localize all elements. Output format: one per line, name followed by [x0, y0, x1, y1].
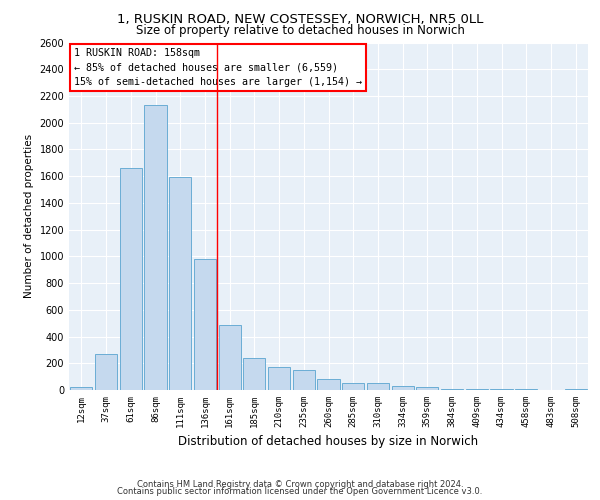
Bar: [416, 388, 439, 390]
Text: Size of property relative to detached houses in Norwich: Size of property relative to detached ho…: [136, 24, 464, 37]
Bar: [218, 324, 241, 390]
Bar: [342, 382, 364, 390]
Bar: [169, 178, 191, 390]
Bar: [95, 354, 117, 390]
Text: 1, RUSKIN ROAD, NEW COSTESSEY, NORWICH, NR5 0LL: 1, RUSKIN ROAD, NEW COSTESSEY, NORWICH, …: [117, 12, 483, 26]
Text: Contains public sector information licensed under the Open Government Licence v3: Contains public sector information licen…: [118, 488, 482, 496]
Bar: [392, 386, 414, 390]
X-axis label: Distribution of detached houses by size in Norwich: Distribution of detached houses by size …: [178, 436, 479, 448]
Bar: [317, 380, 340, 390]
Bar: [70, 388, 92, 390]
Bar: [367, 382, 389, 390]
Text: 1 RUSKIN ROAD: 158sqm
← 85% of detached houses are smaller (6,559)
15% of semi-d: 1 RUSKIN ROAD: 158sqm ← 85% of detached …: [74, 48, 362, 88]
Y-axis label: Number of detached properties: Number of detached properties: [24, 134, 34, 298]
Bar: [194, 259, 216, 390]
Bar: [119, 168, 142, 390]
Bar: [268, 368, 290, 390]
Bar: [441, 388, 463, 390]
Bar: [243, 358, 265, 390]
Bar: [145, 106, 167, 390]
Text: Contains HM Land Registry data © Crown copyright and database right 2024.: Contains HM Land Registry data © Crown c…: [137, 480, 463, 489]
Bar: [293, 370, 315, 390]
